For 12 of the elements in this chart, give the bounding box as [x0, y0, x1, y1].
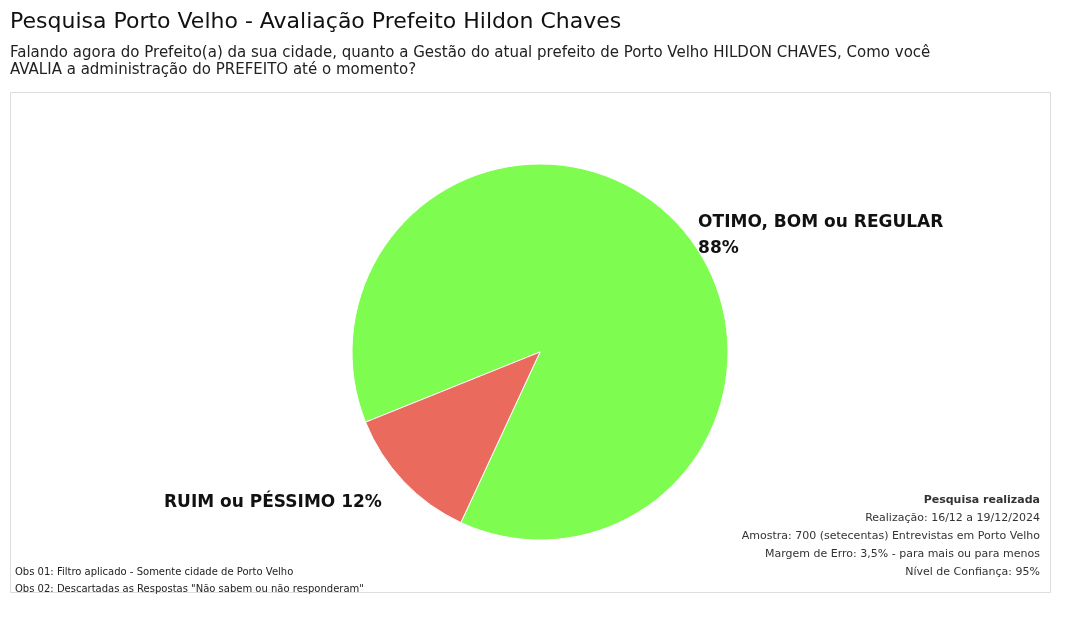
text: Margem de Erro: 3,5% - para mais ou para menos: [765, 547, 1041, 560]
text: Obs 02: Descartadas as Respostas "Não sabem ou não responderam": [15, 583, 364, 594]
chart-title: Pesquisa Porto Velho - Avaliação Prefeito Hildon Chaves: [10, 8, 622, 33]
slice-label: RUIM ou PÉSSIMO 12%: [164, 490, 382, 512]
text: Amostra: 700 (setecentas) Entrevistas em Porto Velho: [741, 529, 1041, 542]
text: Realização: 16/12 a 19/12/2024: [865, 511, 1040, 524]
text: Obs 01: Filtro aplicado - Somente cidade de Porto Velho: [15, 566, 294, 577]
data-label: 88%: [698, 236, 739, 257]
text: Nível de Confiança: 95%: [905, 565, 1040, 578]
chart-subtitle: Falando agora do Prefeito(a) da sua cidade, quanto a Gestão do atual prefeito de Porto Velho HILDON CHAVES, Como você AVALIA a administração do PREFEITO até o momento?: [10, 43, 931, 78]
text: Pesquisa realizada: [923, 493, 1040, 506]
slice-label: OTIMO, BOM ou REGULAR: [698, 210, 944, 231]
